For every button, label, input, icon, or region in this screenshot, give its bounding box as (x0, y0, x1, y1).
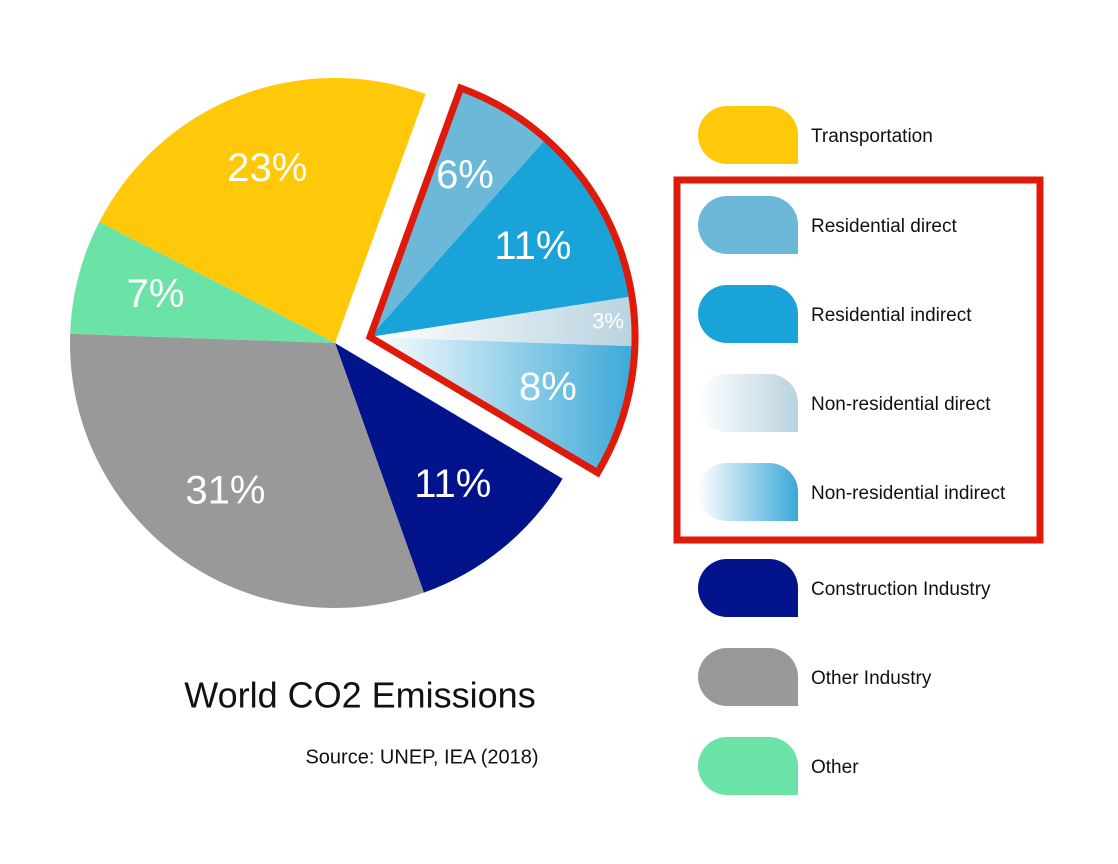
legend-swatch (698, 196, 798, 254)
chart-title: World CO2 Emissions (184, 675, 535, 716)
legend-label: Construction Industry (811, 579, 991, 600)
legend-label: Residential indirect (811, 305, 972, 326)
pie-slice (99, 78, 426, 343)
legend-label: Non-residential direct (811, 394, 991, 415)
pie-slice (370, 337, 635, 473)
pie-slice (370, 138, 632, 337)
data-label: 11% (414, 462, 491, 506)
data-label: 8% (519, 365, 577, 409)
legend-label: Other Industry (811, 668, 932, 689)
highlight-outline (365, 83, 639, 478)
pie-slice (370, 296, 635, 347)
legend-swatch (698, 374, 798, 432)
data-label: 11% (494, 224, 571, 268)
pie-slice (370, 87, 546, 338)
legend-swatch (698, 285, 798, 343)
legend-swatch (698, 106, 798, 164)
legend-swatch (698, 463, 798, 521)
legend-label: Non-residential indirect (811, 483, 1006, 504)
pie-slice (70, 221, 335, 343)
legend-swatch (698, 737, 798, 795)
legend-swatch (698, 559, 798, 617)
legend-label: Other (811, 757, 859, 778)
legend-label: Transportation (811, 126, 933, 147)
data-label: 31% (185, 468, 265, 512)
legend-highlight-box (673, 176, 1044, 544)
data-label: 23% (227, 146, 307, 190)
legend-swatch (698, 648, 798, 706)
legend-label: Residential direct (811, 216, 957, 237)
pie-slice (335, 343, 563, 593)
data-label: 7% (127, 272, 185, 316)
pie-slice (69, 333, 424, 609)
data-label: 3% (592, 309, 624, 334)
data-label: 6% (436, 153, 494, 197)
chart-subtitle: Source: UNEP, IEA (2018) (305, 746, 538, 768)
